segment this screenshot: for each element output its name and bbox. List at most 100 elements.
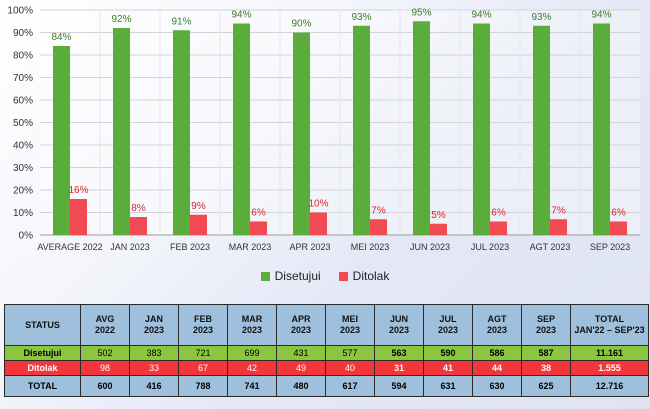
table-cell: 741 (227, 375, 277, 397)
data-label: 90% (291, 19, 311, 30)
x-tick-label: AGT 2023 (530, 242, 571, 252)
bar-disetujui (53, 46, 70, 235)
chart-legend: Disetujui Ditolak (0, 268, 650, 284)
header-cell: JAN 2023 (129, 304, 179, 346)
table-cell: 788 (178, 375, 228, 397)
data-label: 91% (171, 16, 191, 27)
table-cell: 49 (276, 360, 326, 376)
data-label: 93% (351, 12, 371, 23)
table-cell: Disetujui (4, 345, 81, 361)
data-label: 7% (551, 205, 566, 216)
x-tick-label: AVERAGE 2022 (37, 242, 102, 252)
bar-ditolak (370, 219, 387, 235)
table-cell: 1.555 (570, 360, 649, 376)
bar-ditolak (250, 221, 267, 235)
y-tick-label: 0% (19, 231, 34, 242)
y-tick-label: 100% (7, 6, 33, 17)
table-cell: 590 (423, 345, 473, 361)
legend-item-ditolak: Ditolak (338, 269, 390, 283)
y-tick-label: 30% (13, 163, 33, 174)
header-cell: MEI 2023 (325, 304, 375, 346)
bar-chart: 0% 10% 20% 30% 40% 50% 60% 70% 80% 90% 100% 84% 16% A… (7, 6, 640, 252)
bar-disetujui (593, 23, 610, 235)
x-tick-label: APR 2023 (289, 242, 330, 252)
table-cell: 577 (325, 345, 375, 361)
table-cell: TOTAL (4, 375, 81, 397)
data-label: 6% (251, 208, 266, 219)
table-cell: 31 (374, 360, 424, 376)
data-label: 94% (591, 10, 611, 21)
table-cell: 431 (276, 345, 326, 361)
table-cell: 38 (521, 360, 571, 376)
bar-disetujui (233, 23, 250, 235)
y-tick-label: 90% (13, 28, 33, 39)
data-label: 93% (531, 12, 551, 23)
y-tick-label: 50% (13, 118, 33, 129)
x-tick-label: JAN 2023 (110, 242, 150, 252)
table-cell: 11.161 (570, 345, 649, 361)
table-cell: 44 (472, 360, 522, 376)
table-cell: Ditolak (4, 360, 81, 376)
legend-swatch-red (338, 271, 348, 281)
table-row-disetujui: Disetujui 502 383 721 699 431 577 563 59… (4, 345, 649, 361)
bar-disetujui (413, 21, 430, 235)
header-cell: FEB 2023 (178, 304, 228, 346)
bar-ditolak (610, 221, 627, 235)
bar-ditolak (550, 219, 567, 235)
header-cell: JUL 2023 (423, 304, 473, 346)
summary-table: STATUS AVG 2022 JAN 2023 FEB 2023 MAR 2023 A… (4, 304, 649, 397)
data-label: 10% (308, 199, 328, 210)
x-tick-label: JUL 2023 (471, 242, 509, 252)
data-label: 94% (231, 10, 251, 21)
table-cell: 586 (472, 345, 522, 361)
x-tick-label: MEI 2023 (351, 242, 390, 252)
x-tick-label: JUN 2023 (410, 242, 450, 252)
y-tick-label: 70% (13, 73, 33, 84)
bar-ditolak (430, 223, 447, 235)
table-cell: 600 (80, 375, 130, 397)
data-label: 94% (471, 10, 491, 21)
x-tick-label: SEP 2023 (590, 242, 630, 252)
table-cell: 721 (178, 345, 228, 361)
table-cell: 383 (129, 345, 179, 361)
table-cell: 416 (129, 375, 179, 397)
table-cell: 98 (80, 360, 130, 376)
y-tick-label: 60% (13, 96, 33, 107)
bar-ditolak (130, 217, 147, 235)
header-cell: SEP 2023 (521, 304, 571, 346)
table-row-ditolak: Ditolak 98 33 67 42 49 40 31 41 44 38 1.… (4, 360, 649, 376)
table-cell: 33 (129, 360, 179, 376)
data-label: 9% (191, 201, 206, 212)
header-cell: AVG 2022 (80, 304, 130, 346)
header-cell: JUN 2023 (374, 304, 424, 346)
table-cell: 480 (276, 375, 326, 397)
table-cell: 699 (227, 345, 277, 361)
bar-ditolak (490, 221, 507, 235)
bar-disetujui (473, 23, 490, 235)
y-tick-label: 10% (13, 208, 33, 219)
data-label: 92% (111, 14, 131, 25)
header-cell: AGT 2023 (472, 304, 522, 346)
table-cell: 502 (80, 345, 130, 361)
header-cell-status: STATUS (4, 304, 81, 346)
bar-disetujui (293, 32, 310, 235)
bar-disetujui (533, 25, 550, 235)
data-label: 95% (411, 7, 431, 18)
legend-item-disetujui: Disetujui (260, 269, 321, 283)
x-tick-label: MAR 2023 (229, 242, 272, 252)
data-label: 6% (611, 208, 626, 219)
table-cell: 42 (227, 360, 277, 376)
y-tick-label: 80% (13, 51, 33, 62)
legend-label-ditolak: Ditolak (352, 269, 390, 283)
table-cell: 563 (374, 345, 424, 361)
table-cell: 67 (178, 360, 228, 376)
table-row-total: TOTAL 600 416 788 741 480 617 594 631 63… (4, 375, 649, 397)
header-cell-total: TOTAL JAN'22 – SEP'23 (570, 304, 649, 346)
bar-disetujui (173, 30, 190, 235)
data-label: 16% (68, 185, 88, 196)
data-label: 8% (131, 203, 146, 214)
bar-ditolak (190, 214, 207, 235)
table-cell: 41 (423, 360, 473, 376)
bar-ditolak (70, 199, 87, 235)
table-cell: 12.716 (570, 375, 649, 397)
